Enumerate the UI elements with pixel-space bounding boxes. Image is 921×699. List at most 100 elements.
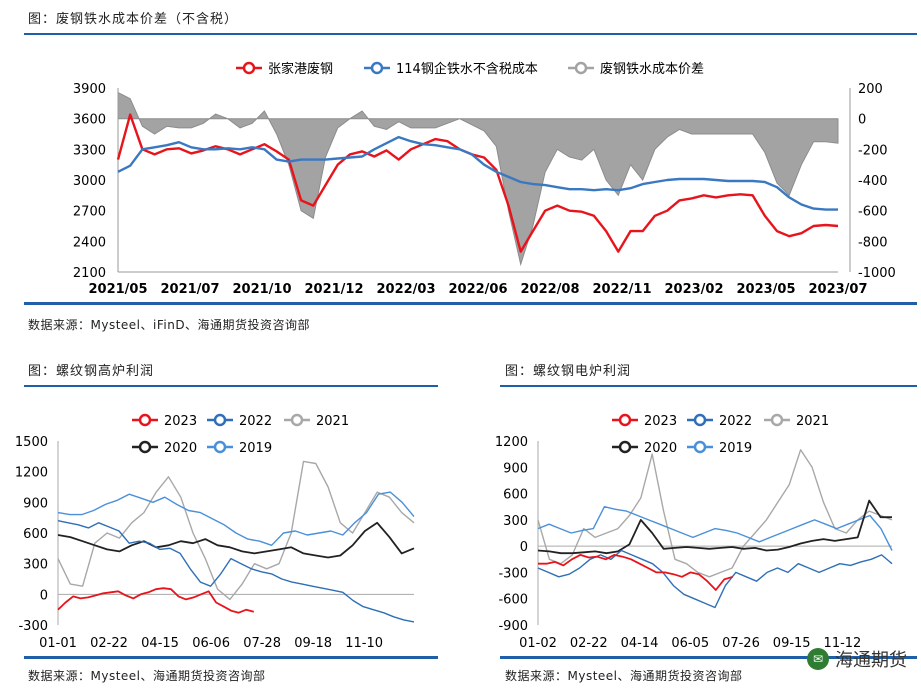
bf-series-line-0: [57, 587, 255, 614]
eaf-x-tick-label: 11-12: [824, 636, 862, 651]
bf-x-tick-label: 02-22: [90, 636, 128, 651]
legend-marker-2: [290, 413, 304, 427]
eaf-source: 数据来源：Mysteel、海通期货投资咨询部: [505, 669, 743, 683]
x-tick-label: 2021/05: [88, 282, 147, 297]
series-line-0: [116, 113, 839, 253]
eaf-x-tick-label: 04-14: [621, 636, 659, 651]
bf-x-tick-label: 04-15: [141, 636, 179, 651]
bf-source: 数据来源：Mysteel、海通期货投资咨询部: [28, 669, 266, 683]
bf-y-tick-label: -300: [18, 619, 48, 634]
left-y-tick-label: 3900: [73, 82, 106, 97]
spread-chart: 张家港废钢 114钢企铁水不含税成本 废钢铁水成本价差 3900 3600 3300 300…: [73, 61, 896, 297]
x-tick-label: 2021/10: [232, 282, 291, 297]
eaf-x-tick-label: 07-26: [722, 636, 760, 651]
bf-x-tick-label: 06-06: [192, 636, 230, 651]
bf-y-tick-label: 900: [23, 496, 48, 511]
x-tick-label: 2023/02: [664, 282, 723, 297]
eaf-series-line-4: [537, 506, 893, 551]
top-chart-caption: 图：废钢铁水成本价差（不含税）: [28, 12, 239, 27]
legend-label-2: 2021: [316, 414, 349, 429]
eaf-caption-rule: [500, 385, 917, 387]
x-tick-label: 2023/05: [736, 282, 795, 297]
bf-chart-rule: [24, 656, 438, 659]
legend-marker-0: [618, 413, 632, 427]
bf-x-tick-label: 07-28: [243, 636, 281, 651]
bf-chart-caption: 图：螺纹钢高炉利润: [28, 364, 155, 379]
legend-marker-1: [370, 61, 384, 75]
left-y-tick-label: 2100: [73, 266, 106, 281]
eaf-y-tick-label: 900: [503, 461, 528, 476]
eaf-y-tick-label: 1200: [495, 435, 528, 450]
legend-marker-2: [770, 413, 784, 427]
legend-marker-3: [618, 440, 632, 454]
legend-label-0: 2023: [164, 414, 197, 429]
x-tick-label: 2022/03: [376, 282, 435, 297]
bf-x-tick-label: 09-18: [294, 636, 332, 651]
x-tick-label: 2021/07: [160, 282, 219, 297]
eaf-x-tick-label: 09-15: [773, 636, 811, 651]
top-chart-rule: [24, 302, 917, 305]
legend-label-2: 2021: [796, 414, 829, 429]
eaf-y-tick-label: 600: [503, 488, 528, 503]
left-y-tick-label: 3300: [73, 143, 106, 158]
x-tick-label: 2022/11: [592, 282, 651, 297]
left-y-tick-label: 2700: [73, 205, 106, 220]
eaf-series-line-0: [538, 554, 733, 591]
wechat-icon: ✉: [807, 648, 829, 670]
legend-label-3: 2020: [164, 441, 197, 456]
spread-area-series: [117, 91, 839, 267]
legend-marker-3: [138, 440, 152, 454]
legend-label-0: 2023: [644, 414, 677, 429]
right-y-tick-label: 0: [858, 113, 866, 128]
eaf-series-line-2: [537, 449, 893, 578]
eaf-y-tick-label: -300: [498, 566, 528, 581]
bf-y-tick-label: 1500: [15, 435, 48, 450]
legend-label-2: 废钢铁水成本价差: [600, 61, 704, 77]
bf-y-tick-label: 600: [23, 527, 48, 542]
series-line-1: [117, 135, 838, 211]
right-y-tick-label: -400: [858, 174, 888, 189]
legend-marker-0: [242, 61, 256, 75]
bf-x-tick-label: 11-10: [345, 636, 383, 651]
eaf-x-tick-label: 01-02: [519, 636, 557, 651]
right-y-tick-label: -1000: [858, 266, 896, 281]
right-y-tick-label: 200: [858, 82, 883, 97]
x-tick-label: 2022/08: [520, 282, 579, 297]
eaf-chart-caption: 图：螺纹钢电炉利润: [505, 364, 632, 379]
left-y-tick-label: 2400: [73, 235, 106, 250]
legend-label-0: 张家港废钢: [268, 61, 333, 77]
legend-marker-1: [213, 413, 227, 427]
legend-label-1: 2022: [239, 414, 272, 429]
right-y-tick-label: -600: [858, 205, 888, 220]
eaf-series-line-1: [537, 549, 893, 609]
bf-x-tick-label: 01-01: [39, 636, 77, 651]
legend-marker-2: [574, 61, 588, 75]
eaf-x-tick-label: 06-05: [671, 636, 709, 651]
bf-y-tick-label: 300: [23, 558, 48, 573]
left-y-tick-label: 3000: [73, 174, 106, 189]
watermark: ✉ 海通期货: [807, 646, 907, 672]
bf-y-tick-label: 0: [40, 588, 48, 603]
watermark-text: 海通期货: [835, 650, 907, 671]
right-y-tick-label: -800: [858, 235, 888, 250]
left-y-tick-label: 3600: [73, 113, 106, 128]
legend-label-1: 114钢企铁水不含税成本: [396, 61, 538, 77]
x-tick-label: 2022/06: [448, 282, 507, 297]
right-y-tick-label: -200: [858, 143, 888, 158]
legend-label-4: 2019: [719, 441, 752, 456]
bf-series-line-4: [57, 491, 415, 546]
bf-series-line-1: [57, 520, 415, 623]
legend-marker-0: [138, 413, 152, 427]
eaf-y-tick-label: -900: [498, 619, 528, 634]
eaf-y-tick-label: 300: [503, 514, 528, 529]
eaf-chart-rule: [500, 656, 917, 659]
top-caption-rule: [24, 33, 917, 35]
bf-series-line-3: [57, 521, 415, 559]
eaf-series-line-3: [537, 499, 892, 555]
bf-y-tick-label: 1200: [15, 466, 48, 481]
legend-marker-4: [693, 440, 707, 454]
legend-label-4: 2019: [239, 441, 272, 456]
eaf-y-tick-label: -600: [498, 593, 528, 608]
